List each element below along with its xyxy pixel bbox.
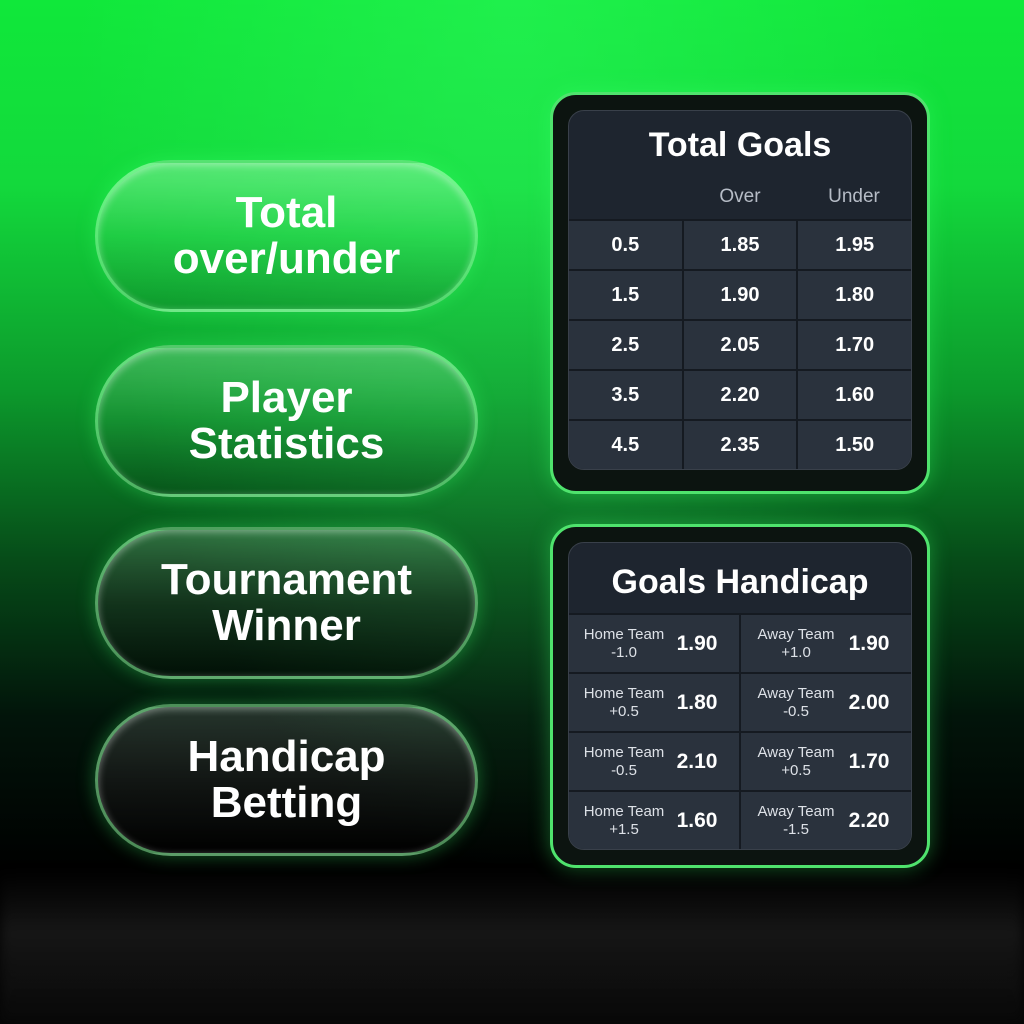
odds: 2.00 xyxy=(848,690,890,714)
table-header: Over Under xyxy=(569,175,911,219)
over-odds[interactable]: 2.20 xyxy=(681,371,797,419)
odds: 1.70 xyxy=(848,749,890,773)
away-bet-option[interactable]: Away Team +1.0 1.90 xyxy=(739,615,911,672)
team-name: Home Team xyxy=(583,802,665,820)
away-bet-option[interactable]: Away Team -1.5 2.20 xyxy=(739,792,911,849)
under-odds[interactable]: 1.50 xyxy=(796,421,911,469)
table-row: 1.5 1.90 1.80 xyxy=(569,269,911,319)
label: Handicap xyxy=(187,732,386,781)
home-bet-option[interactable]: Home Team -1.0 1.90 xyxy=(569,615,739,672)
handicap-line: -0.5 xyxy=(611,761,637,779)
table-row: 2.5 2.05 1.70 xyxy=(569,319,911,369)
table-row: Home Team -1.0 1.90 Away Team +1.0 1.90 xyxy=(569,613,911,672)
away-bet-option[interactable]: Away Team -0.5 2.00 xyxy=(739,674,911,731)
label: Player xyxy=(220,373,353,422)
label: Statistics xyxy=(188,419,385,468)
team-label: Away Team -0.5 xyxy=(753,685,839,721)
floor-reflection xyxy=(0,870,1024,1024)
label: over/under xyxy=(172,234,401,283)
market-button-handicap-betting[interactable]: Handicap Betting xyxy=(95,704,478,856)
over-odds[interactable]: 2.05 xyxy=(681,321,797,369)
odds: 1.60 xyxy=(676,808,718,832)
handicap-line: +1.5 xyxy=(609,820,639,838)
odds: 1.90 xyxy=(848,631,890,655)
goal-line: 0.5 xyxy=(569,221,682,269)
over-odds[interactable]: 2.35 xyxy=(681,421,797,469)
team-label: Away Team +0.5 xyxy=(753,744,839,780)
table-row: Home Team +0.5 1.80 Away Team -0.5 2.00 xyxy=(569,672,911,731)
home-bet-option[interactable]: Home Team +0.5 1.80 xyxy=(569,674,739,731)
table-row: 0.5 1.85 1.95 xyxy=(569,219,911,269)
over-odds[interactable]: 1.90 xyxy=(681,271,797,319)
table-row: Home Team -0.5 2.10 Away Team +0.5 1.70 xyxy=(569,731,911,790)
over-odds[interactable]: 1.85 xyxy=(681,221,797,269)
label: Betting xyxy=(210,778,363,827)
odds: 1.90 xyxy=(676,631,718,655)
team-name: Away Team xyxy=(757,625,835,643)
under-odds[interactable]: 1.80 xyxy=(796,271,911,319)
table-row: 3.5 2.20 1.60 xyxy=(569,369,911,419)
team-name: Away Team xyxy=(757,684,835,702)
goals-handicap-card: Goals Handicap Home Team -1.0 1.90 Away Tea… xyxy=(550,524,930,868)
goal-line: 3.5 xyxy=(569,371,682,419)
under-odds[interactable]: 1.60 xyxy=(796,371,911,419)
market-button-tournament-winner[interactable]: Tournament Winner xyxy=(95,527,478,679)
team-label: Away Team +1.0 xyxy=(753,626,839,662)
table-row: 4.5 2.35 1.50 xyxy=(569,419,911,469)
team-name: Home Team xyxy=(583,743,665,761)
goals-handicap-table: Goals Handicap Home Team -1.0 1.90 Away Tea… xyxy=(568,542,912,850)
handicap-line: +1.0 xyxy=(781,643,811,661)
odds: 2.10 xyxy=(676,749,718,773)
away-bet-option[interactable]: Away Team +0.5 1.70 xyxy=(739,733,911,790)
team-name: Away Team xyxy=(757,802,835,820)
odds: 2.20 xyxy=(848,808,890,832)
under-odds[interactable]: 1.70 xyxy=(796,321,911,369)
goal-line: 2.5 xyxy=(569,321,682,369)
total-goals-card: Total Goals Over Under 0.5 1.85 1.95 1.5 1.9… xyxy=(550,92,930,494)
label: Total xyxy=(235,188,338,237)
header-under: Under xyxy=(828,186,880,207)
total-goals-table: Total Goals Over Under 0.5 1.85 1.95 1.5 1.9… xyxy=(568,110,912,470)
label: Winner xyxy=(212,601,361,650)
team-label: Home Team +0.5 xyxy=(581,685,667,721)
label: Tournament xyxy=(161,555,412,604)
odds: 1.80 xyxy=(676,690,718,714)
team-label: Away Team -1.5 xyxy=(753,803,839,839)
team-name: Home Team xyxy=(583,625,665,643)
goal-line: 4.5 xyxy=(569,421,682,469)
team-label: Home Team -0.5 xyxy=(581,744,667,780)
card-title: Total Goals xyxy=(648,126,832,164)
handicap-line: +0.5 xyxy=(609,702,639,720)
table-row: Home Team +1.5 1.60 Away Team -1.5 2.20 xyxy=(569,790,911,849)
card-title: Goals Handicap xyxy=(611,563,869,601)
header-over: Over xyxy=(719,186,761,207)
handicap-line: +0.5 xyxy=(781,761,811,779)
under-odds[interactable]: 1.95 xyxy=(796,221,911,269)
team-name: Home Team xyxy=(583,684,665,702)
handicap-line: -1.5 xyxy=(783,820,809,838)
home-bet-option[interactable]: Home Team +1.5 1.60 xyxy=(569,792,739,849)
team-label: Home Team -1.0 xyxy=(581,626,667,662)
home-bet-option[interactable]: Home Team -0.5 2.10 xyxy=(569,733,739,790)
market-button-player-statistics[interactable]: Player Statistics xyxy=(95,345,478,497)
handicap-line: -1.0 xyxy=(611,643,637,661)
handicap-line: -0.5 xyxy=(783,702,809,720)
team-name: Away Team xyxy=(757,743,835,761)
goal-line: 1.5 xyxy=(569,271,682,319)
team-label: Home Team +1.5 xyxy=(581,803,667,839)
market-button-total-over-under[interactable]: Total over/under xyxy=(95,160,478,312)
